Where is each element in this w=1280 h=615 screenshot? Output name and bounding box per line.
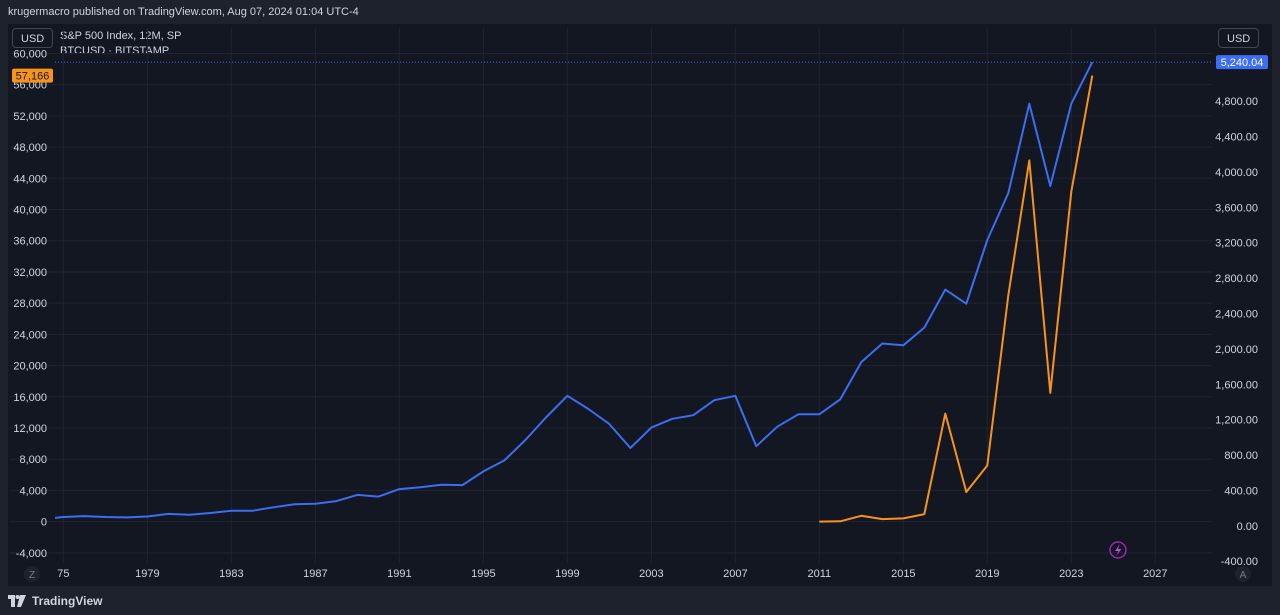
footer: TradingView	[8, 590, 102, 612]
brand-name: TradingView	[32, 594, 103, 608]
tradingview-logo-icon	[8, 595, 26, 607]
published-header: krugermacro published on TradingView.com…	[0, 0, 1280, 24]
left-currency-button[interactable]: USD	[12, 28, 54, 48]
published-line: krugermacro published on TradingView.com…	[8, 6, 359, 18]
legend-btcusd[interactable]: BTCUSD · BITSTAMP	[60, 45, 170, 57]
legend-sp500[interactable]: S&P 500 Index, 12M, SP	[60, 30, 182, 42]
chart-frame[interactable]	[8, 24, 1272, 586]
right-currency-button[interactable]: USD	[1218, 28, 1260, 48]
